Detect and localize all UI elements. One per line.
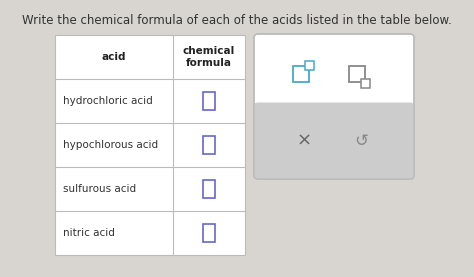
Bar: [292, 66, 309, 82]
Bar: [259, 106, 409, 174]
Text: chemical
formula: chemical formula: [183, 46, 235, 68]
Text: hypochlorous acid: hypochlorous acid: [63, 140, 158, 150]
Bar: [203, 180, 215, 198]
Text: sulfurous acid: sulfurous acid: [63, 184, 136, 194]
Bar: [349, 66, 365, 82]
Bar: [361, 79, 370, 88]
Bar: [203, 224, 215, 242]
Text: nitric acid: nitric acid: [63, 228, 115, 238]
Bar: [203, 136, 215, 154]
Text: hydrochloric acid: hydrochloric acid: [63, 96, 153, 106]
Text: ↺: ↺: [355, 132, 368, 150]
Bar: [203, 92, 215, 110]
Bar: [305, 61, 314, 70]
Text: Write the chemical formula of each of the acids listed in the table below.: Write the chemical formula of each of th…: [22, 14, 452, 27]
FancyBboxPatch shape: [254, 102, 414, 179]
Text: acid: acid: [101, 52, 126, 62]
Text: ×: ×: [296, 132, 311, 150]
FancyBboxPatch shape: [254, 34, 414, 179]
Bar: [55, 35, 245, 255]
